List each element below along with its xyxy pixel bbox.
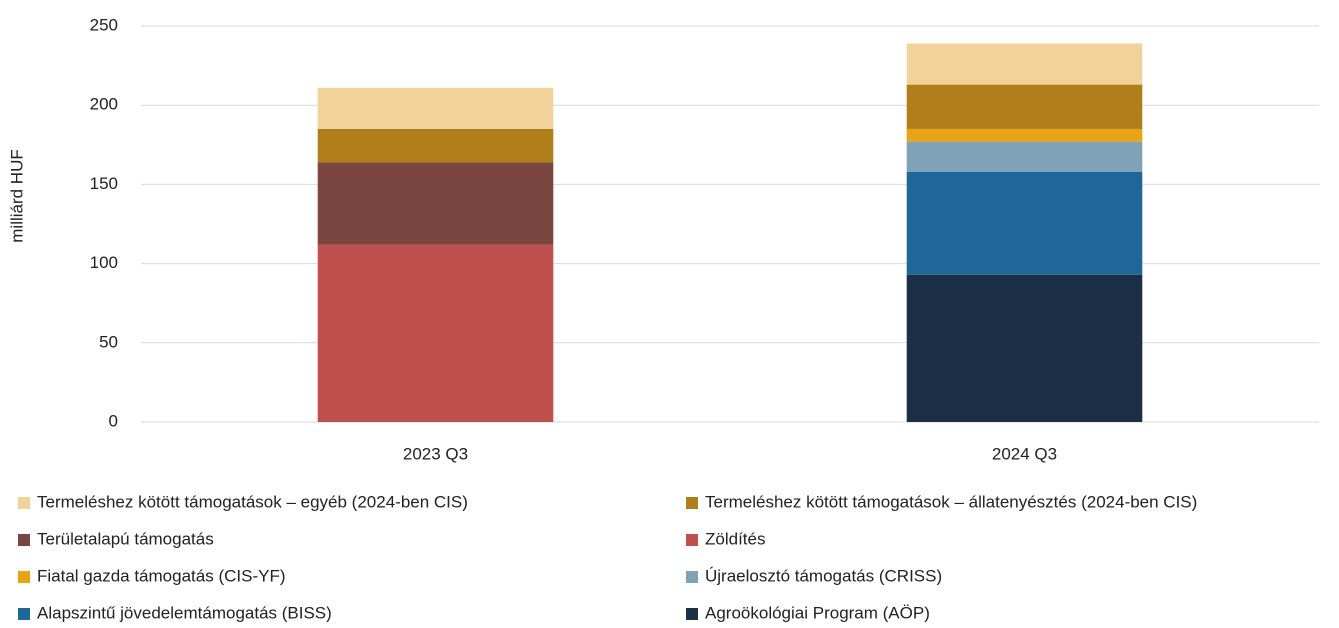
legend-swatch (18, 608, 30, 620)
legend-label: Alapszintű jövedelemtámogatás (BISS) (37, 603, 332, 622)
bar-segment (317, 162, 554, 245)
legend-swatch (686, 571, 698, 583)
bar-segment (906, 84, 1143, 129)
x-tick-label: 2023 Q3 (403, 444, 468, 463)
bar-segment (906, 274, 1143, 422)
legend-label: Fiatal gazda támogatás (CIS-YF) (37, 566, 285, 585)
legend-label: Újraelosztó támogatás (CRISS) (705, 566, 942, 585)
legend-label: Termeléshez kötött támogatások – egyéb (… (37, 492, 468, 511)
legend-swatch (18, 534, 30, 546)
y-axis-label: milliárd HUF (7, 149, 26, 243)
legend-label: Termeléshez kötött támogatások – állaten… (705, 492, 1197, 511)
y-tick-label: 100 (90, 253, 118, 272)
legend-swatch (686, 608, 698, 620)
legend-swatch (686, 497, 698, 509)
bar-segment (317, 87, 554, 129)
bar-segment (906, 171, 1143, 275)
legend-swatch (18, 571, 30, 583)
legend-swatch (686, 534, 698, 546)
y-tick-label: 0 (109, 411, 118, 430)
legend-label: Zöldítés (705, 529, 765, 548)
legend-label: Területalapú támogatás (37, 529, 214, 548)
bar-segment (317, 128, 554, 163)
bar-segment (906, 128, 1143, 142)
x-tick-label: 2024 Q3 (992, 444, 1057, 463)
y-tick-label: 150 (90, 174, 118, 193)
bar-segment (906, 141, 1143, 172)
y-tick-label: 50 (99, 332, 118, 351)
legend-label: Agroökológiai Program (AÖP) (705, 603, 930, 622)
y-tick-label: 250 (90, 15, 118, 34)
bar-segment (317, 244, 554, 422)
bar-segment (906, 43, 1143, 85)
y-tick-label: 200 (90, 95, 118, 114)
legend-swatch (18, 497, 30, 509)
